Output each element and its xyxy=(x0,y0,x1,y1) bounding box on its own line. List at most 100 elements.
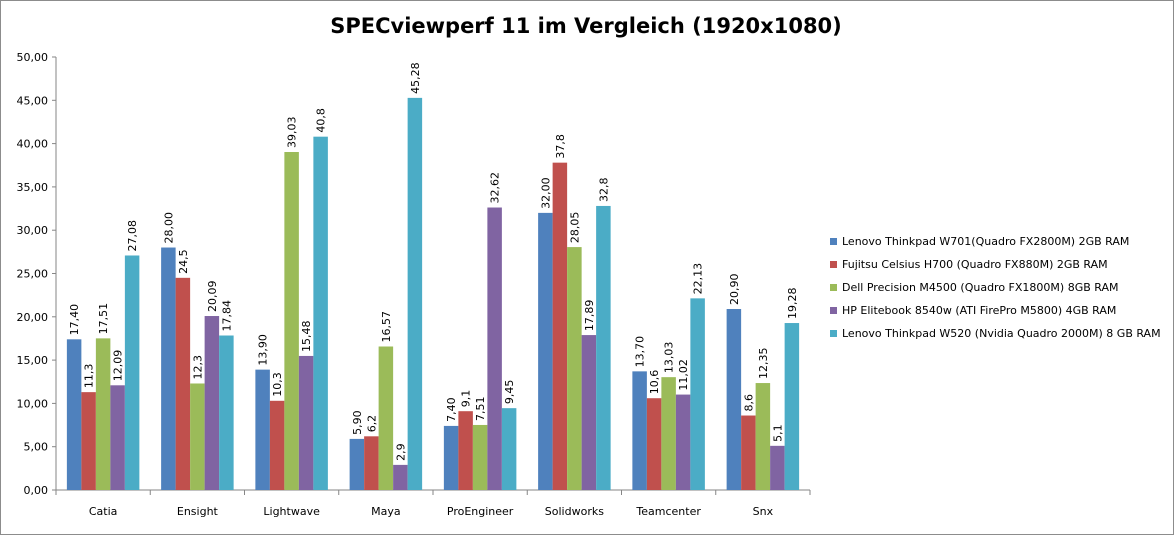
data-label: 32,8 xyxy=(597,177,610,202)
bar xyxy=(95,338,111,490)
bar xyxy=(349,438,365,490)
legend-item: Fujitsu Celsius H700 (Quadro FX880M) 2GB… xyxy=(830,253,1161,276)
bar xyxy=(124,255,140,490)
data-label: 15,48 xyxy=(300,320,313,352)
x-tick-label: Snx xyxy=(753,505,774,518)
data-label: 5,1 xyxy=(771,424,784,442)
data-label: 13,70 xyxy=(634,336,647,368)
legend-label: Dell Precision M4500 (Quadro FX1800M) 8G… xyxy=(842,281,1119,294)
bar xyxy=(501,408,517,490)
data-label: 17,84 xyxy=(220,300,233,332)
data-label: 11,3 xyxy=(83,364,96,389)
bar xyxy=(675,394,691,490)
bar xyxy=(472,424,488,490)
x-tick-label: ProEngineer xyxy=(447,505,514,518)
legend-label: Lenovo Thinkpad W701(Quadro FX2800M) 2GB… xyxy=(842,235,1130,248)
data-label: 8,6 xyxy=(742,394,755,412)
data-label: 10,6 xyxy=(648,370,661,395)
bar xyxy=(364,436,379,490)
data-label: 13,90 xyxy=(257,334,270,366)
data-label: 6,2 xyxy=(365,415,378,433)
data-label: 39,03 xyxy=(286,117,299,149)
data-label: 2,9 xyxy=(394,443,407,461)
bar xyxy=(161,247,176,490)
legend-label: Fujitsu Celsius H700 (Quadro FX880M) 2GB… xyxy=(842,258,1108,271)
data-label: 20,09 xyxy=(206,281,219,313)
bar xyxy=(110,385,125,490)
data-label: 19,28 xyxy=(786,288,799,320)
x-tick-label: Solidworks xyxy=(545,505,604,518)
data-label: 9,45 xyxy=(503,380,516,405)
bar xyxy=(646,398,662,490)
data-label: 12,09 xyxy=(112,350,125,382)
bar xyxy=(393,464,408,490)
data-label: 45,28 xyxy=(409,62,422,94)
bar xyxy=(298,355,314,490)
legend-swatch xyxy=(830,261,837,268)
data-label: 28,05 xyxy=(568,212,581,244)
data-label: 12,35 xyxy=(757,348,770,380)
bar xyxy=(596,205,611,490)
bar xyxy=(770,445,785,490)
x-tick-label: Ensight xyxy=(177,505,219,518)
data-label: 17,51 xyxy=(97,303,110,335)
bar xyxy=(567,247,582,490)
data-label: 20,90 xyxy=(728,274,741,306)
y-tick-label: 45,00 xyxy=(17,94,49,107)
data-label: 13,03 xyxy=(663,342,676,374)
legend-label: HP Elitebook 8540w (ATI FirePro M5800) 4… xyxy=(842,304,1117,317)
data-label: 27,08 xyxy=(126,220,139,252)
bar xyxy=(190,383,205,490)
y-tick-label: 40,00 xyxy=(17,138,49,151)
bar xyxy=(458,411,473,490)
bar xyxy=(255,369,270,490)
bar xyxy=(443,425,459,490)
bar xyxy=(269,400,285,490)
bar xyxy=(378,346,394,490)
data-label: 22,13 xyxy=(692,263,705,295)
data-label: 7,51 xyxy=(474,396,487,421)
bar xyxy=(487,207,502,490)
legend-item: Lenovo Thinkpad W701(Quadro FX2800M) 2GB… xyxy=(830,230,1161,253)
bar xyxy=(632,371,647,490)
bar xyxy=(175,277,191,490)
bar xyxy=(407,97,423,491)
bar xyxy=(581,335,597,490)
data-label: 37,8 xyxy=(554,134,567,159)
y-tick-label: 20,00 xyxy=(17,311,49,324)
y-tick-label: 10,00 xyxy=(17,397,49,410)
data-label: 28,00 xyxy=(162,212,175,244)
bar xyxy=(81,392,96,490)
data-label: 17,89 xyxy=(583,300,596,332)
bar xyxy=(204,316,220,490)
legend-swatch xyxy=(830,238,837,245)
data-label: 10,3 xyxy=(271,372,284,397)
bar xyxy=(538,212,553,490)
x-tick-label: Catia xyxy=(89,505,118,518)
data-label: 11,02 xyxy=(677,359,690,391)
data-label: 17,40 xyxy=(68,304,81,336)
x-tick-label: Lightwave xyxy=(263,505,320,518)
y-tick-label: 35,00 xyxy=(17,181,49,194)
bar xyxy=(284,152,299,491)
data-label: 9,1 xyxy=(460,390,473,408)
data-label: 32,00 xyxy=(539,177,552,209)
y-tick-label: 0,00 xyxy=(24,484,49,497)
y-tick-label: 50,00 xyxy=(17,51,49,64)
bar xyxy=(661,377,676,490)
legend-item: HP Elitebook 8540w (ATI FirePro M5800) 4… xyxy=(830,299,1161,322)
chart-bars xyxy=(66,97,800,491)
x-tick-label: Maya xyxy=(371,505,400,518)
y-tick-label: 25,00 xyxy=(17,268,49,281)
bar xyxy=(741,415,756,490)
chart-title: SPECviewperf 11 im Vergleich (1920x1080) xyxy=(330,14,842,38)
bar xyxy=(219,335,234,490)
bar xyxy=(313,136,328,490)
legend-swatch xyxy=(830,307,837,314)
data-label: 5,90 xyxy=(351,410,364,435)
bar xyxy=(726,309,742,490)
data-label: 24,5 xyxy=(177,249,190,274)
data-label: 16,57 xyxy=(380,311,393,343)
